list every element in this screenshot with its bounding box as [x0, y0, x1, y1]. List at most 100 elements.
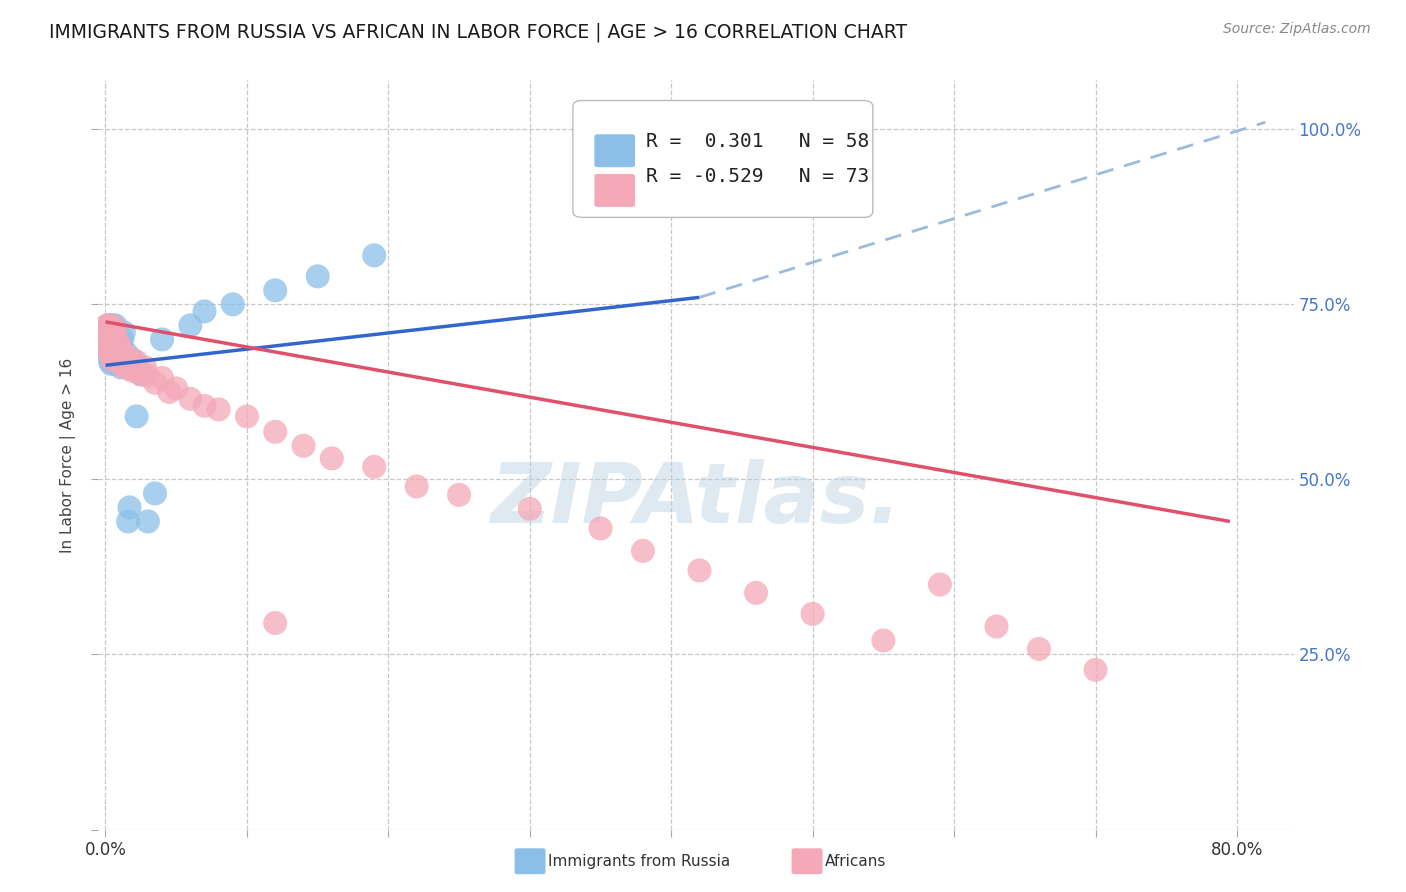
- Point: [96, 322, 118, 336]
- Point: [143, 376, 166, 390]
- Point: [104, 324, 127, 338]
- Point: [101, 343, 124, 357]
- Point: [801, 607, 824, 621]
- Point: [143, 486, 166, 500]
- Text: Immigrants from Russia: Immigrants from Russia: [548, 855, 731, 869]
- Point: [114, 351, 136, 366]
- Point: [96, 318, 118, 333]
- Point: [97, 332, 120, 346]
- Point: [96, 335, 118, 350]
- Point: [179, 318, 201, 333]
- Point: [103, 343, 125, 357]
- Point: [97, 318, 120, 333]
- Point: [98, 318, 121, 333]
- Point: [101, 318, 124, 333]
- Point: [222, 297, 245, 311]
- Point: [165, 381, 187, 395]
- Point: [98, 335, 121, 350]
- Point: [519, 501, 541, 516]
- Point: [115, 346, 138, 360]
- Text: R =  0.301   N = 58: R = 0.301 N = 58: [645, 132, 869, 152]
- Point: [104, 351, 127, 366]
- Point: [103, 319, 125, 334]
- Point: [872, 633, 894, 648]
- Point: [179, 392, 201, 406]
- Point: [136, 368, 159, 383]
- Point: [103, 346, 125, 360]
- Point: [115, 360, 138, 375]
- Point: [115, 350, 138, 364]
- Point: [122, 359, 145, 373]
- Point: [104, 344, 127, 359]
- Point: [105, 348, 128, 362]
- Point: [986, 619, 1008, 633]
- Point: [929, 577, 952, 591]
- Point: [101, 339, 124, 353]
- Point: [108, 349, 131, 363]
- Point: [111, 332, 134, 346]
- Point: [405, 479, 427, 493]
- Point: [104, 357, 127, 371]
- Point: [150, 332, 173, 346]
- Point: [111, 359, 134, 373]
- Point: [321, 451, 343, 466]
- Point: [98, 346, 121, 360]
- Point: [1028, 641, 1050, 656]
- Point: [97, 346, 120, 360]
- Point: [157, 384, 180, 399]
- Point: [449, 488, 471, 502]
- Point: [112, 326, 135, 340]
- Point: [129, 368, 152, 382]
- Point: [689, 564, 711, 578]
- Point: [97, 329, 120, 343]
- Point: [98, 339, 121, 353]
- Point: [208, 402, 231, 417]
- Point: [98, 332, 121, 346]
- Point: [745, 586, 768, 600]
- Text: Africans: Africans: [825, 855, 887, 869]
- FancyBboxPatch shape: [595, 174, 636, 207]
- Point: [107, 353, 129, 368]
- Point: [101, 326, 124, 340]
- Point: [98, 346, 121, 360]
- Y-axis label: In Labor Force | Age > 16: In Labor Force | Age > 16: [59, 358, 76, 552]
- Point: [101, 326, 124, 340]
- Point: [105, 337, 128, 351]
- Point: [104, 343, 127, 357]
- Point: [110, 355, 132, 369]
- Point: [118, 361, 141, 376]
- Point: [103, 339, 125, 353]
- Point: [122, 353, 145, 368]
- Point: [100, 350, 122, 364]
- Point: [631, 544, 654, 558]
- Point: [110, 360, 132, 375]
- Point: [101, 353, 124, 368]
- Point: [150, 371, 173, 385]
- Point: [101, 346, 124, 360]
- Point: [125, 355, 148, 369]
- Point: [307, 269, 329, 284]
- Point: [96, 329, 118, 343]
- Point: [101, 335, 124, 350]
- Point: [104, 334, 127, 349]
- Point: [104, 318, 127, 333]
- Point: [1084, 663, 1107, 677]
- Point: [589, 521, 612, 535]
- FancyBboxPatch shape: [572, 101, 873, 218]
- Point: [103, 329, 125, 343]
- Point: [107, 351, 129, 366]
- Point: [112, 357, 135, 371]
- Point: [120, 351, 142, 366]
- FancyBboxPatch shape: [595, 134, 636, 167]
- Point: [100, 357, 122, 371]
- Point: [111, 346, 134, 360]
- Point: [104, 350, 127, 364]
- Point: [121, 364, 143, 378]
- Point: [97, 339, 120, 353]
- Point: [107, 341, 129, 355]
- Point: [98, 326, 121, 340]
- Point: [117, 515, 139, 529]
- Point: [103, 335, 125, 350]
- Point: [101, 332, 124, 346]
- Point: [134, 360, 156, 375]
